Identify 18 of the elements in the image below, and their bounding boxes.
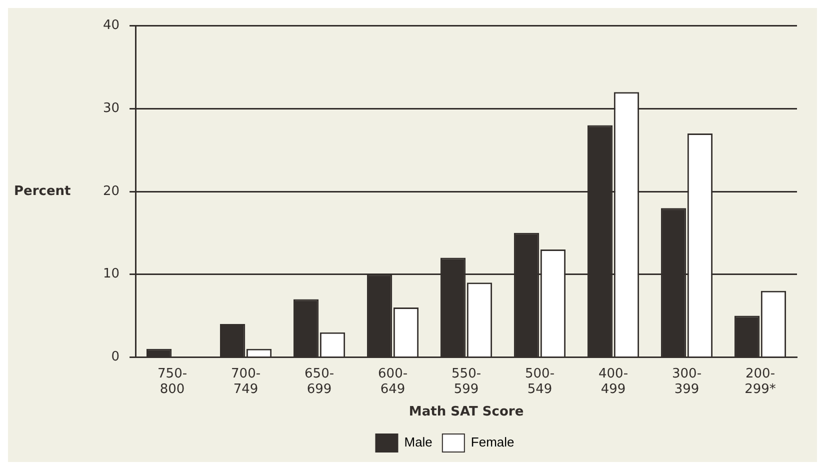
x-tick-label: 400-499 [598,366,628,397]
x-tick-label: 200-299* [744,366,776,397]
y-tick-label: 0 [111,350,120,365]
y-tick-label: 30 [102,101,120,116]
x-tick-label: 300-399 [672,366,702,397]
x-tick-label: 750-800 [158,366,188,397]
legend-label: Male [404,434,432,450]
x-axis-title: Math SAT Score [408,404,524,420]
x-tick-label: 700-749 [231,366,261,397]
legend-label: Female [470,434,514,450]
y-tick-label: 10 [102,266,120,282]
x-tick-label: 500-549 [525,366,555,397]
y-tick-label: 40 [102,18,120,34]
x-tick-label: 550-599 [452,366,482,397]
x-tick-label: 600-649 [378,366,408,397]
x-tick-label: 650-699 [304,366,334,397]
y-tick-label: 20 [102,184,120,199]
y-axis-title: Percent [14,184,71,199]
